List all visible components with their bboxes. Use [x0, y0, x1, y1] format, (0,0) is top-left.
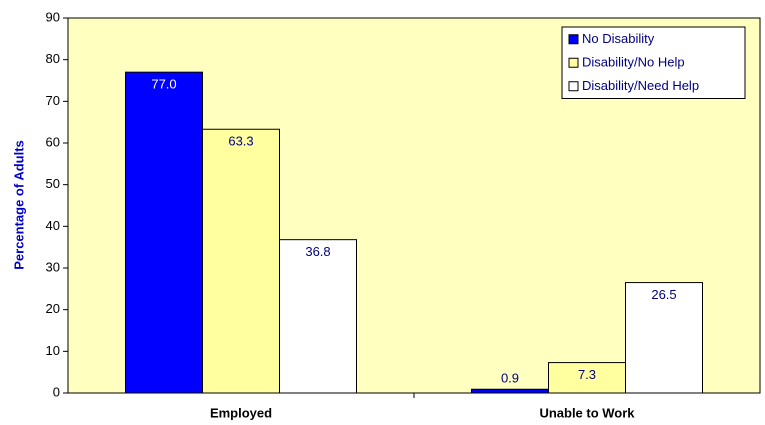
- value-label: 77.0: [151, 77, 176, 92]
- value-label: 36.8: [305, 244, 330, 259]
- y-tick-label: 30: [46, 259, 60, 274]
- value-label: 63.3: [228, 134, 253, 149]
- legend-label: No Disability: [582, 31, 655, 46]
- legend-label: Disability/No Help: [582, 55, 685, 70]
- y-tick-label: 40: [46, 218, 60, 233]
- legend-swatch: [568, 34, 579, 45]
- value-label: 26.5: [651, 287, 676, 302]
- value-label: 7.3: [578, 367, 596, 382]
- x-tick-label: Unable to Work: [539, 405, 635, 420]
- bar: [471, 388, 549, 394]
- y-tick-label: 20: [46, 301, 60, 316]
- y-tick-label: 60: [46, 134, 60, 149]
- y-tick-label: 90: [46, 9, 60, 24]
- y-tick-label: 80: [46, 51, 60, 66]
- y-tick-label: 0: [53, 384, 60, 399]
- y-tick-label: 50: [46, 176, 60, 191]
- legend-swatch: [568, 81, 579, 92]
- bar: [548, 362, 626, 394]
- legend-box: [561, 26, 746, 99]
- bar: [202, 128, 280, 394]
- value-label: 0.9: [501, 370, 519, 385]
- bar: [125, 71, 203, 394]
- legend-label: Disability/Need Help: [582, 78, 699, 93]
- x-tick-label: Employed: [210, 405, 272, 420]
- y-tick-label: 10: [46, 343, 60, 358]
- bar: [625, 282, 703, 394]
- bar: [279, 239, 357, 394]
- y-axis-label: Percentage of Adults: [11, 140, 26, 270]
- legend-swatch: [568, 57, 579, 68]
- y-tick-label: 70: [46, 93, 60, 108]
